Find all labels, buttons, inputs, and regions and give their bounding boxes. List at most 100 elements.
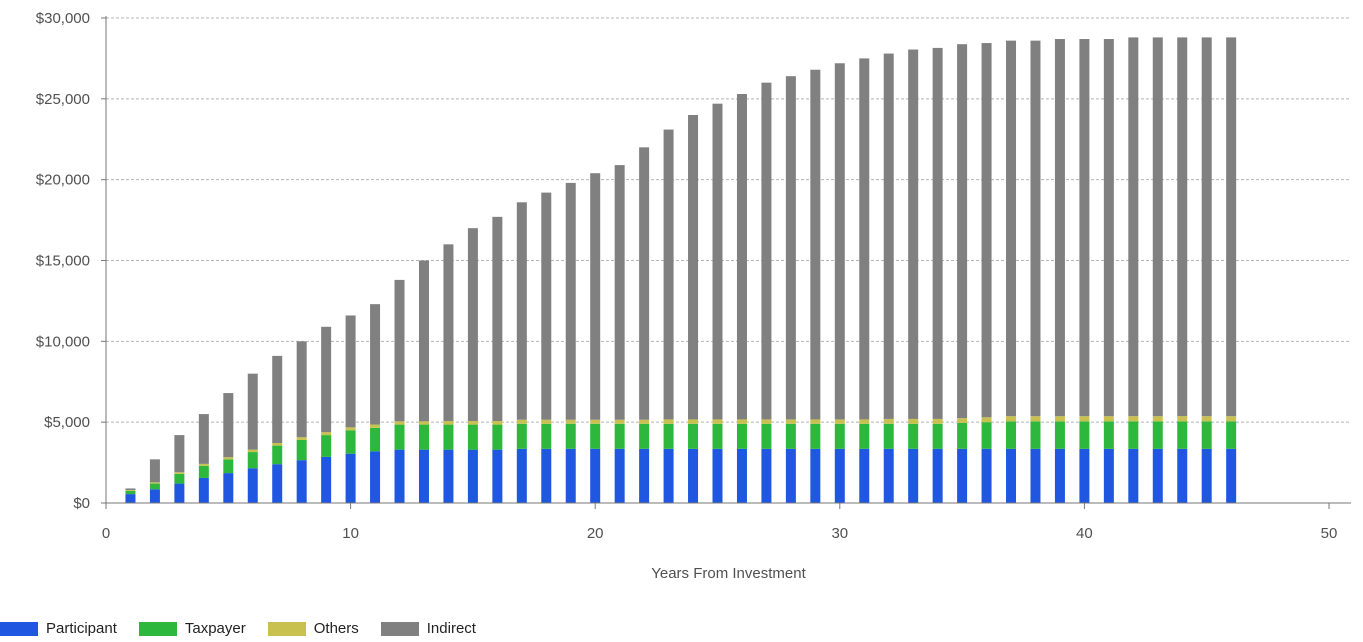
bar-segment-participant: [516, 448, 527, 503]
bar-segment-taxpayer: [859, 423, 870, 449]
bar-segment-others: [1177, 416, 1188, 422]
legend-item-others: Others: [267, 620, 359, 637]
bar-segment-taxpayer: [394, 424, 405, 450]
bar-segment-participant: [247, 468, 258, 503]
bar-segment-indirect: [516, 202, 527, 420]
bar-segment-others: [174, 472, 185, 474]
bar-segment-participant: [590, 448, 601, 503]
bar-segment-indirect: [1152, 37, 1163, 417]
bar-segment-participant: [785, 448, 796, 503]
bar-segment-indirect: [908, 49, 919, 419]
bar-segment-participant: [296, 460, 307, 503]
bar-segment-others: [370, 424, 381, 428]
y-tick-label: $15,000: [36, 253, 90, 270]
bar-segment-participant: [1030, 448, 1041, 503]
stacked-bar-chart: $0 $5,000 $10,000 $15,000 $20,000 $25,000 $30,…: [36, 10, 1351, 582]
bar-segment-participant: [883, 448, 894, 503]
x-axis-ticks: 0 10 20 30 40 50: [102, 503, 1337, 542]
bar-segment-participant: [223, 473, 234, 503]
bar-segment-taxpayer: [467, 424, 478, 450]
bar-segment-participant: [345, 453, 356, 503]
bar-segment-taxpayer: [932, 423, 943, 449]
bar-segment-indirect: [1103, 39, 1114, 417]
legend-swatch: [267, 621, 306, 636]
bar-segment-others: [223, 457, 234, 460]
legend-swatch: [138, 621, 177, 636]
bar-segment-others: [810, 419, 821, 424]
bar-segment-taxpayer: [125, 490, 136, 495]
bar-segment-others: [247, 449, 258, 453]
bar-segment-indirect: [1128, 37, 1139, 417]
bar-segment-indirect: [125, 488, 136, 491]
bar-segment-others: [1054, 416, 1065, 422]
bar-segment-participant: [639, 448, 650, 503]
bar-segment-participant: [125, 494, 136, 503]
bar-segment-participant: [370, 451, 381, 503]
bar-segment-indirect: [541, 192, 552, 420]
bar-segment-participant: [932, 448, 943, 503]
bar-segment-others: [1030, 416, 1041, 422]
bar-segment-indirect: [883, 53, 894, 419]
bar-segment-taxpayer: [418, 424, 429, 450]
bar-segment-indirect: [761, 82, 772, 420]
y-tick-label: $10,000: [36, 333, 90, 350]
bar-segment-others: [663, 419, 674, 424]
bar-segment-participant: [1103, 448, 1114, 503]
bar-segment-indirect: [467, 228, 478, 422]
bar-segment-others: [688, 419, 699, 424]
bar-segment-taxpayer: [1079, 421, 1090, 449]
bar-segment-taxpayer: [198, 465, 209, 478]
bar-segment-taxpayer: [541, 423, 552, 449]
bar-segment-indirect: [345, 315, 356, 428]
bar-segment-indirect: [736, 93, 747, 420]
bar-segment-taxpayer: [174, 473, 185, 484]
bar-segment-participant: [663, 448, 674, 503]
bar-segment-indirect: [859, 58, 870, 420]
bar-segment-indirect: [810, 69, 821, 420]
bar-segment-taxpayer: [1103, 421, 1114, 449]
bar-segment-others: [590, 419, 601, 424]
bar-segment-others: [296, 437, 307, 440]
bar-segment-participant: [1128, 448, 1139, 503]
bar-segment-indirect: [247, 373, 258, 450]
bar-segment-participant: [859, 448, 870, 503]
bar-segment-indirect: [174, 435, 185, 473]
bar-segment-taxpayer: [908, 423, 919, 449]
bar-segment-others: [467, 421, 478, 425]
bar-segment-participant: [467, 449, 478, 503]
x-tick-label: 20: [587, 525, 604, 542]
legend-label: Taxpayer: [184, 620, 246, 637]
bar-segment-participant: [761, 448, 772, 503]
bar-segment-others: [736, 419, 747, 424]
bar-segment-taxpayer: [957, 422, 968, 449]
bar-segment-taxpayer: [149, 483, 160, 490]
bar-segment-participant: [565, 448, 576, 503]
bar-segment-participant: [198, 477, 209, 503]
legend-item-taxpayer: Taxpayer: [138, 620, 246, 637]
bar-segment-participant: [810, 448, 821, 503]
x-tick-label: 10: [342, 525, 359, 542]
bar-segment-others: [394, 421, 405, 425]
bar-segment-indirect: [712, 103, 723, 420]
bar-segment-taxpayer: [688, 423, 699, 449]
bar-segment-taxpayer: [883, 423, 894, 449]
bar-segment-participant: [272, 464, 283, 503]
legend-swatch: [380, 621, 419, 636]
bar-segment-participant: [1054, 448, 1065, 503]
bar-segment-indirect: [1030, 40, 1041, 417]
bar-segment-indirect: [149, 459, 160, 483]
gridlines: [106, 17, 1351, 423]
bar-segment-indirect: [1079, 39, 1090, 417]
bar-segment-indirect: [198, 414, 209, 464]
bar-segment-indirect: [785, 76, 796, 420]
bar-segment-participant: [541, 448, 552, 503]
bar-segment-taxpayer: [223, 459, 234, 474]
bar-segment-participant: [1079, 448, 1090, 503]
bar-segment-indirect: [492, 216, 503, 422]
bar-segment-taxpayer: [272, 445, 283, 465]
bar-segment-taxpayer: [834, 423, 845, 449]
bar-segment-indirect: [1226, 37, 1237, 417]
bar-segment-participant: [614, 448, 625, 503]
bar-segment-indirect: [981, 43, 992, 418]
legend-label: Participant: [46, 620, 117, 637]
